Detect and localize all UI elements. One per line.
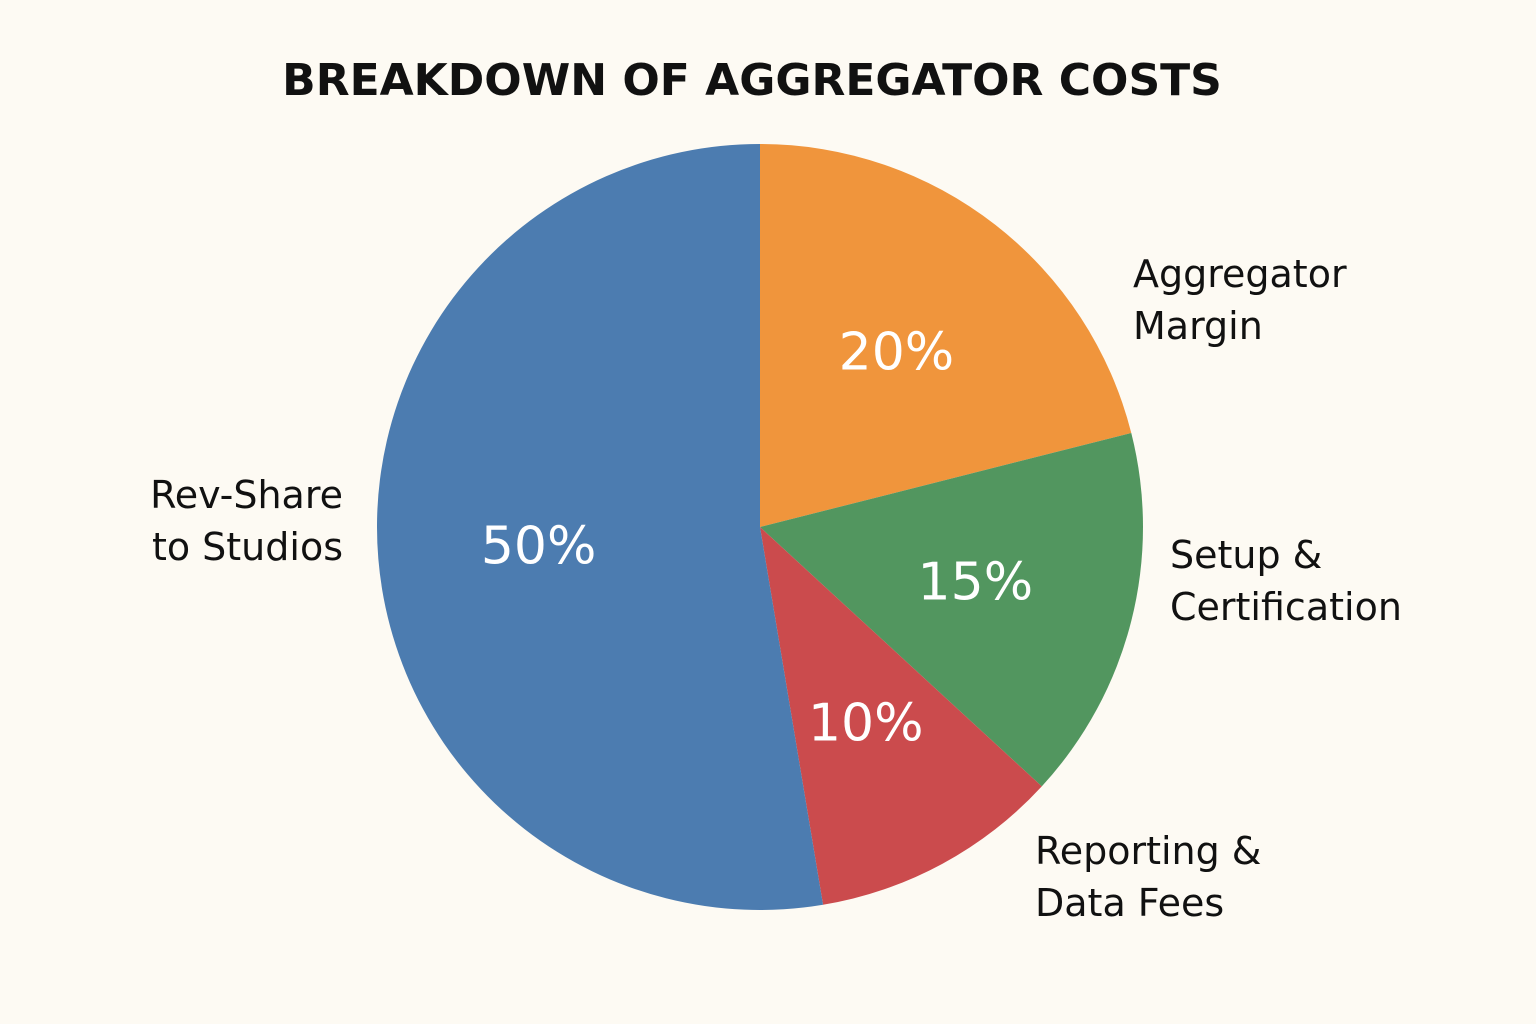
pie-slice [760, 527, 1042, 905]
slice-category-label: Rev-Share to Studios [150, 473, 343, 569]
slice-category-label-line: Reporting & [1035, 829, 1261, 873]
slice-category-label-line: to Studios [152, 525, 343, 569]
slice-category-label-line: Setup & [1170, 533, 1322, 577]
pie-slices [376, 144, 1143, 910]
slice-category-label-line: Data Fees [1035, 881, 1224, 925]
slice-value-label: 10% [808, 693, 924, 753]
slice-category-label: Aggregator Margin [1133, 252, 1347, 348]
pie-slice [760, 144, 1132, 527]
slice-category-label: Reporting & Data Fees [1035, 829, 1261, 925]
slice-value-labels: 20% 15% 10% 50% [481, 323, 1033, 754]
slice-category-label-line: Margin [1133, 304, 1263, 348]
slice-category-label: Setup & Certification [1170, 533, 1402, 629]
slice-value-label: 20% [839, 323, 955, 383]
chart-title: BREAKDOWN OF AGGREGATOR COSTS [282, 55, 1222, 106]
pie-slice [760, 432, 1143, 787]
slice-value-label: 50% [481, 516, 597, 576]
slice-value-label: 15% [918, 553, 1034, 613]
slice-category-labels: Aggregator Margin Setup & Certification Repo… [150, 252, 1402, 925]
slice-category-label-line: Aggregator [1133, 252, 1347, 296]
pie-slice [376, 144, 824, 910]
slice-category-label-line: Certification [1170, 585, 1402, 629]
slice-category-label-line: Rev-Share [150, 473, 343, 517]
